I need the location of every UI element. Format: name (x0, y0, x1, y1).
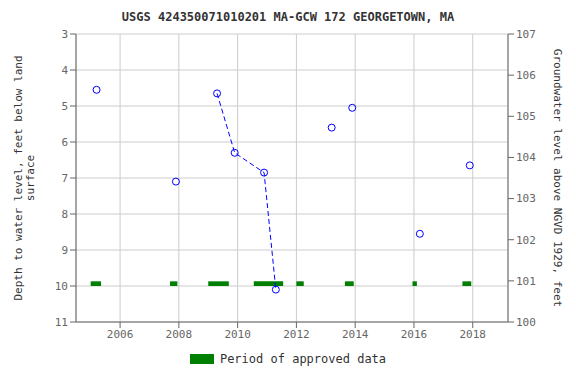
svg-text:11: 11 (55, 316, 68, 329)
svg-text:104: 104 (516, 151, 536, 164)
svg-text:103: 103 (516, 192, 536, 205)
svg-text:10: 10 (55, 280, 68, 293)
html-text:USGS 424350071010201 MA-GCW 17: USGS 424350071010201 MA-GCW 172 GEORGETO… (121, 10, 455, 24)
svg-text:106: 106 (516, 69, 536, 82)
svg-text:2016: 2016 (401, 328, 428, 341)
svg-text:9: 9 (61, 244, 68, 257)
svg-text:4: 4 (61, 64, 68, 77)
svg-text:2010: 2010 (224, 328, 251, 341)
svg-text:105: 105 (516, 110, 536, 123)
svg-text:3: 3 (61, 28, 68, 41)
svg-text:2014: 2014 (342, 328, 369, 341)
svg-text:102: 102 (516, 234, 536, 247)
svg-text:8: 8 (61, 208, 68, 221)
svg-text:2008: 2008 (166, 328, 193, 341)
svg-text:2006: 2006 (107, 328, 134, 341)
html-text:Period of approved data: Period of approved data (219, 352, 387, 366)
svg-text:Groundwater level above NGVD 1: Groundwater level above NGVD 1929, feet (551, 49, 564, 307)
svg-text:Depth to water level, feet bel: Depth to water level, feet below landsur… (12, 55, 37, 300)
svg-text:101: 101 (516, 275, 536, 288)
svg-text:6: 6 (61, 136, 68, 149)
svg-text:107: 107 (516, 28, 536, 41)
svg-text:7: 7 (61, 172, 68, 185)
svg-text:2012: 2012 (283, 328, 310, 341)
svg-text:100: 100 (516, 316, 536, 329)
svg-text:2018: 2018 (459, 328, 486, 341)
svg-text:5: 5 (61, 100, 68, 113)
